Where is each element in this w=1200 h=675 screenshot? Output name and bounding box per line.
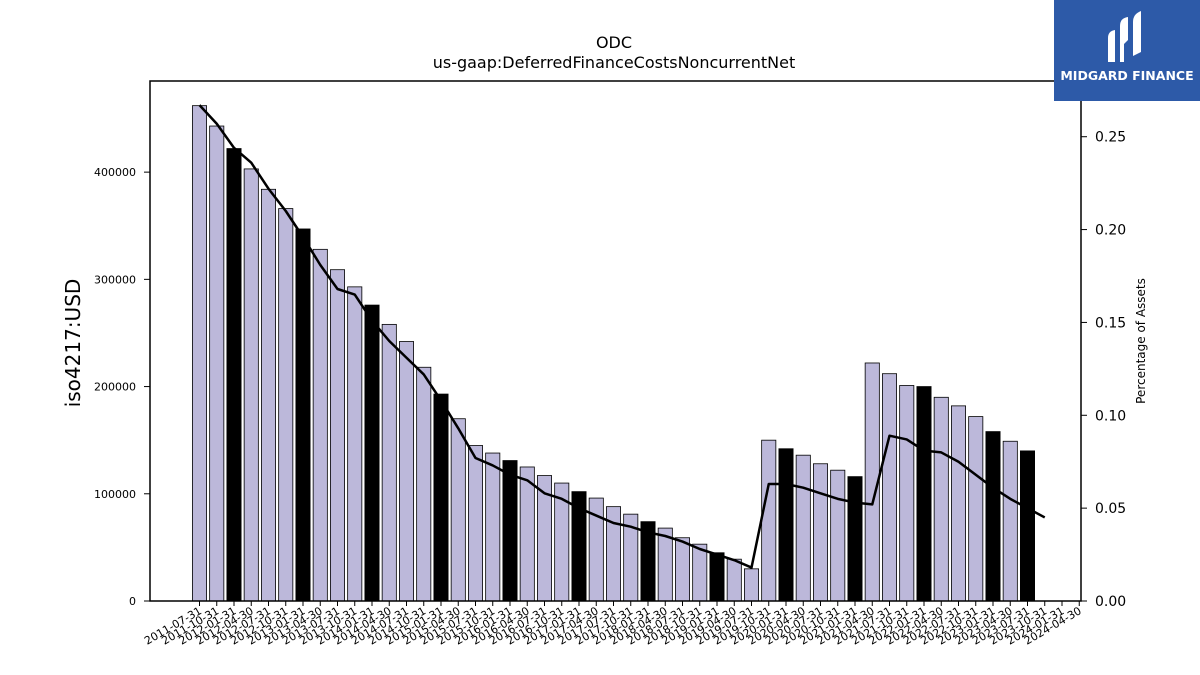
bar (830, 469, 846, 602)
bar (968, 416, 984, 602)
bar (744, 568, 760, 602)
chart-subtitle: us-gaap:DeferredFinanceCostsNoncurrentNe… (433, 53, 796, 72)
y2-tick-label: 0.20 (1095, 223, 1126, 239)
bar (675, 537, 691, 602)
y-tick-label: 0 (129, 595, 136, 608)
bar (1002, 440, 1018, 602)
bar (260, 188, 276, 602)
bar (709, 552, 725, 602)
bar (191, 105, 207, 602)
midgard-logo-icon (1108, 11, 1141, 62)
bar (226, 148, 242, 602)
bar (364, 304, 380, 602)
y2-tick-label: 0.25 (1095, 130, 1126, 146)
bar (933, 396, 949, 602)
percentage-line (198, 104, 1046, 569)
bar (329, 269, 345, 602)
brand-logo: MIDGARD FINANCE (1054, 0, 1200, 101)
bar (433, 393, 449, 602)
bar (985, 431, 1001, 602)
y-axis-label: iso4217:USD (61, 279, 85, 408)
bar (467, 445, 483, 602)
bar (657, 527, 673, 602)
y-tick-label: 200000 (94, 381, 136, 394)
y2-tick-label: 0.10 (1095, 408, 1126, 424)
bar (951, 405, 967, 602)
y-tick-label: 300000 (94, 273, 136, 286)
y-tick-label: 100000 (94, 488, 136, 501)
y-axis-ticks: 0 100000 200000 300000 400000 (94, 166, 150, 608)
bar (813, 463, 829, 602)
bar (1020, 450, 1036, 602)
y2-tick-label: 0.05 (1095, 501, 1126, 517)
bar (692, 543, 708, 602)
bar (381, 323, 397, 602)
bar (899, 385, 915, 602)
bar (778, 448, 794, 602)
y2-tick-label: 0.00 (1095, 594, 1126, 610)
line-group (198, 104, 1046, 569)
bar (209, 125, 225, 602)
plot-frame (149, 80, 1082, 602)
y-tick-label: 400000 (94, 166, 136, 179)
bar (502, 460, 518, 602)
bar (916, 386, 932, 602)
bar (398, 341, 414, 602)
y2-axis-ticks: 0.00 0.05 0.10 0.15 0.20 0.25 (1081, 130, 1126, 610)
bar (882, 373, 898, 602)
bar (416, 366, 432, 602)
bar (278, 208, 294, 602)
y2-axis-label: Percentage of Assets (1134, 278, 1148, 404)
bar (485, 452, 501, 602)
bar (347, 286, 363, 602)
bar (726, 558, 742, 602)
bar (450, 418, 466, 602)
x-axis-ticks: 2011-07-312011-10-312012-01-312012-04-30… (142, 601, 1084, 648)
bar (312, 248, 328, 602)
bar (847, 476, 863, 602)
bar (761, 439, 777, 602)
bar (243, 168, 259, 602)
bar (295, 228, 311, 602)
bar (519, 466, 535, 602)
chart-title: ODC (596, 33, 632, 52)
logo-text: MIDGARD FINANCE (1060, 68, 1194, 83)
bars-group (191, 105, 1036, 602)
y2-tick-label: 0.15 (1095, 315, 1126, 331)
bar (795, 454, 811, 602)
